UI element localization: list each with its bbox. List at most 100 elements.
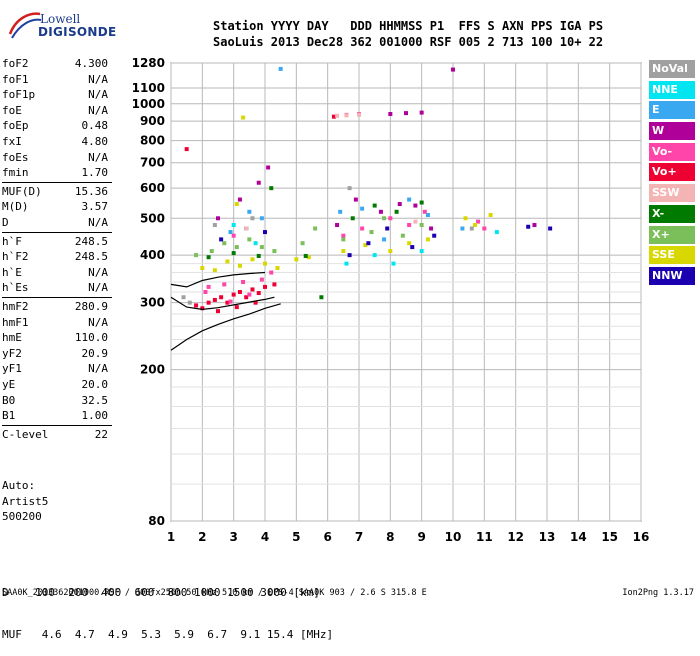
legend-item: Vo-	[649, 142, 695, 161]
echo-point	[269, 270, 274, 275]
logo-digisonde: DIGISONDE	[38, 25, 117, 39]
echo-point	[419, 249, 424, 254]
echo-point	[432, 233, 437, 238]
echo-point	[219, 295, 224, 300]
x-tick-label: 8	[386, 530, 394, 544]
parameter-divider	[2, 297, 112, 298]
muf-table: D 100 200 400 600 800 1000 1500 3000 [km…	[2, 558, 333, 656]
parameter-value: N/A	[88, 72, 108, 86]
echo-point	[250, 216, 255, 221]
parameter-value: 32.5	[81, 393, 109, 407]
echo-point	[256, 291, 261, 296]
parameter-name: hmE	[2, 331, 22, 345]
x-tick-label: 7	[355, 530, 363, 544]
y-tick-label: 600	[140, 181, 165, 195]
echo-point	[250, 257, 255, 262]
x-tick-label: 9	[417, 530, 425, 544]
parameter-name: foF1p	[2, 88, 36, 102]
echo-point	[419, 223, 424, 228]
echo-point	[184, 147, 189, 152]
echo-point	[472, 223, 477, 228]
echo-point	[407, 241, 412, 246]
parameter-row: M(D) 3.57	[2, 199, 108, 215]
parameter-value: N/A	[88, 281, 108, 295]
parameter-row: foF2 4.300	[2, 56, 108, 72]
echo-point	[200, 306, 205, 311]
ionogram-plot: 1 2 3 4 5 6 7 8 9 10 11 12 13 14 15 1680200300400500600…	[132, 56, 650, 544]
parameter-row: hmF1 N/A	[2, 315, 108, 331]
auto-code: 500200	[2, 510, 42, 523]
polarization-legend: NoVal NNE E W Vo- Vo+ SSW X- X+ SSE NNW	[649, 60, 695, 288]
y-tick-label: 200	[140, 363, 165, 377]
parameter-name: M(D)	[2, 200, 29, 214]
legend-item: NNW	[649, 266, 695, 285]
echo-point	[532, 223, 537, 228]
echo-point	[394, 209, 399, 214]
echo-point	[404, 111, 408, 116]
echo-point	[247, 292, 252, 297]
parameter-name: D	[2, 216, 9, 229]
echo-point	[237, 197, 242, 202]
parameter-row: foEp 0.48	[2, 118, 108, 134]
y-tick-label: 800	[140, 134, 165, 148]
echo-point	[250, 287, 255, 292]
echo-point	[212, 297, 217, 302]
parameter-row: h`Es N/A	[2, 280, 108, 296]
legend-item: NNE	[649, 80, 695, 99]
parameter-name: foF1	[2, 72, 29, 86]
x-tick-label: 3	[229, 530, 237, 544]
parameter-value: 1.70	[81, 166, 109, 180]
echo-point	[369, 230, 374, 235]
y-tick-label: 900	[140, 114, 165, 128]
echo-point	[225, 259, 230, 264]
echo-point	[347, 186, 352, 191]
echo-point	[256, 253, 261, 258]
echo-point	[388, 111, 393, 116]
echo-point	[353, 197, 358, 202]
echo-point	[335, 223, 340, 228]
echo-point	[237, 290, 242, 294]
echo-point	[275, 266, 280, 271]
echo-point	[244, 295, 249, 300]
parameter-value: N/A	[88, 150, 108, 164]
echo-point	[372, 203, 377, 208]
x-tick-label: 14	[570, 530, 587, 544]
trace-line	[170, 296, 275, 311]
muf-value-row: MUF 4.6 4.7 4.9 5.3 5.9 6.7 9.1 15.4 [MH…	[2, 628, 334, 641]
parameter-row: B0 32.5	[2, 393, 108, 409]
echo-point	[526, 224, 531, 229]
echo-point	[237, 263, 242, 268]
x-tick-label: 10	[445, 530, 462, 544]
x-tick-label: 11	[476, 530, 493, 544]
echo-point	[231, 292, 236, 297]
echo-point	[259, 277, 264, 282]
parameter-name: foF2	[2, 57, 29, 70]
echo-point	[407, 223, 412, 228]
software-version: Ion2Png 1.3.17	[622, 588, 694, 598]
echo-point	[400, 233, 405, 238]
echo-point	[206, 284, 211, 289]
legend-item: W	[649, 122, 695, 141]
echo-point	[181, 295, 186, 300]
echo-point	[488, 213, 493, 218]
parameter-value: 4.300	[74, 57, 108, 70]
echo-point	[216, 309, 220, 314]
echo-point	[341, 233, 346, 238]
header-values: SaoLuis 2013 Dec28 362 001000 RSF 005 2 …	[213, 35, 604, 49]
parameter-value: 110.0	[74, 331, 108, 345]
echo-point	[231, 233, 236, 238]
echo-point	[548, 226, 553, 231]
echo-point	[263, 230, 267, 235]
y-tick-label: 1100	[132, 81, 165, 95]
trace-line	[170, 271, 266, 288]
digisonde-logo: Lowell DIGISONDE	[8, 8, 116, 44]
legend-item: Vo+	[649, 163, 695, 182]
parameter-name: fxI	[2, 135, 22, 148]
echo-point	[228, 230, 233, 235]
echo-point	[222, 241, 227, 246]
parameter-name: yE	[2, 378, 16, 391]
echo-point	[391, 261, 396, 266]
x-tick-label: 4	[261, 530, 269, 544]
echo-point	[219, 237, 224, 242]
parameter-name: C-level	[2, 427, 49, 441]
